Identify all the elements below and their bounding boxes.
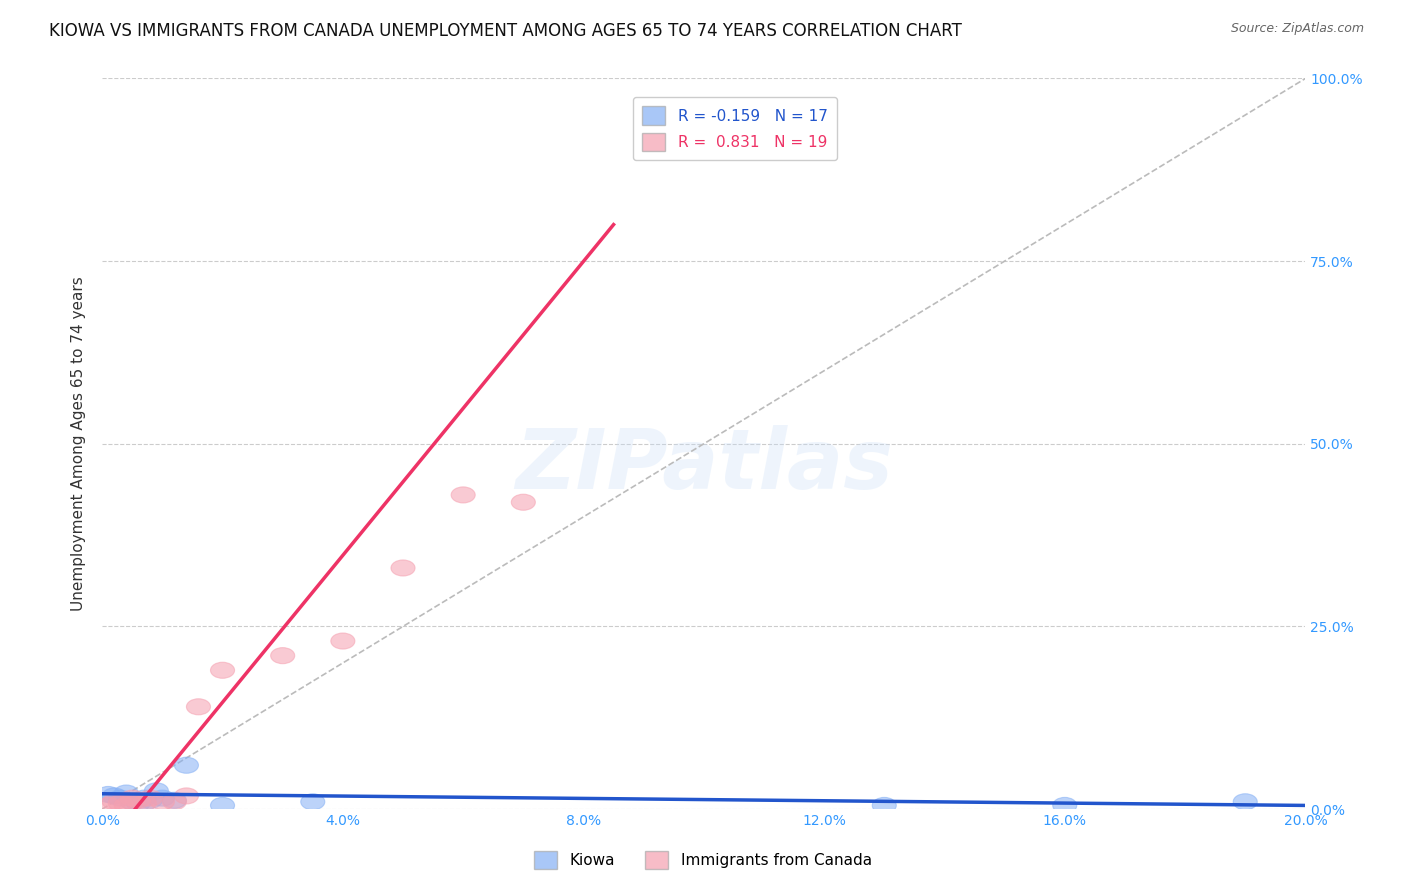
Ellipse shape [127,792,150,808]
Ellipse shape [174,788,198,804]
Ellipse shape [121,794,145,810]
Ellipse shape [211,797,235,814]
Ellipse shape [872,797,896,814]
Ellipse shape [145,783,169,799]
Ellipse shape [271,648,295,664]
Y-axis label: Unemployment Among Ages 65 to 74 years: Unemployment Among Ages 65 to 74 years [72,277,86,611]
Ellipse shape [150,790,174,806]
Ellipse shape [150,794,174,810]
Ellipse shape [96,787,121,803]
Legend: Kiowa, Immigrants from Canada: Kiowa, Immigrants from Canada [529,845,877,875]
Ellipse shape [132,795,156,811]
Text: ZIPatlas: ZIPatlas [515,425,893,506]
Ellipse shape [121,794,145,810]
Ellipse shape [114,797,138,814]
Ellipse shape [114,785,138,801]
Ellipse shape [127,795,150,811]
Ellipse shape [1233,794,1257,810]
Ellipse shape [96,797,121,814]
Ellipse shape [1053,797,1077,814]
Ellipse shape [391,560,415,576]
Text: KIOWA VS IMMIGRANTS FROM CANADA UNEMPLOYMENT AMONG AGES 65 TO 74 YEARS CORRELATI: KIOWA VS IMMIGRANTS FROM CANADA UNEMPLOY… [49,22,962,40]
Ellipse shape [330,633,354,649]
Ellipse shape [162,792,187,808]
Ellipse shape [301,794,325,810]
Ellipse shape [162,794,187,810]
Ellipse shape [187,698,211,714]
Ellipse shape [132,790,156,806]
Ellipse shape [211,662,235,678]
Text: Source: ZipAtlas.com: Source: ZipAtlas.com [1230,22,1364,36]
Ellipse shape [103,788,127,804]
Ellipse shape [121,790,145,806]
Ellipse shape [108,790,132,806]
Ellipse shape [512,494,536,510]
Ellipse shape [103,794,127,810]
Ellipse shape [138,792,162,808]
Ellipse shape [451,487,475,503]
Legend: R = -0.159   N = 17, R =  0.831   N = 19: R = -0.159 N = 17, R = 0.831 N = 19 [633,97,837,161]
Ellipse shape [174,757,198,773]
Ellipse shape [138,790,162,806]
Ellipse shape [108,795,132,811]
